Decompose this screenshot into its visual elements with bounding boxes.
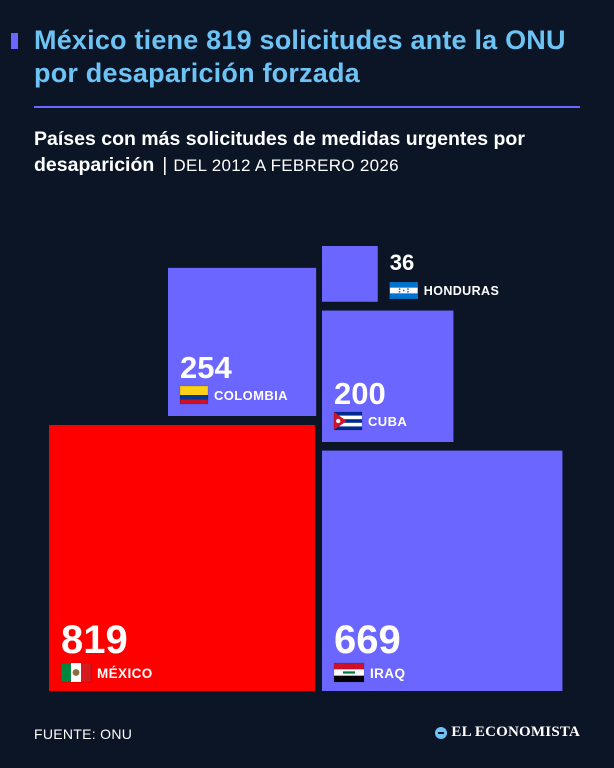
chart-title: México tiene 819 solicitudes ante la ONU… <box>34 25 566 88</box>
value-label-cuba: 200 <box>334 376 386 411</box>
chart-subtitle: Países con más solicitudes de medidas ur… <box>34 126 594 179</box>
country-label-mexico: MÉXICO <box>97 666 153 681</box>
value-label-honduras: 36 <box>390 250 414 275</box>
square-fill-mexico <box>49 425 315 691</box>
country-label-honduras: HONDURAS <box>424 284 499 298</box>
square-honduras: 36 HONDURAS <box>322 246 499 302</box>
brand-logo: EL ECONOMISTA <box>435 724 580 741</box>
value-label-colombia: 254 <box>180 350 232 385</box>
honduras-flag-icon <box>389 281 419 300</box>
value-label-mexico: 819 <box>61 618 128 662</box>
brand-icon <box>435 726 448 739</box>
country-label-iraq: IRAQ <box>370 666 405 681</box>
value-label-iraq: 669 <box>334 618 401 662</box>
mexico-flag-icon <box>60 662 92 683</box>
square-iraq: 669 IRAQ <box>322 450 563 691</box>
subtitle-separator: | <box>162 154 168 176</box>
country-label-colombia: COLOMBIA <box>214 388 288 403</box>
accent-bar <box>11 33 18 49</box>
brand-name: EL ECONOMISTA <box>451 724 580 740</box>
square-colombia: 254 COLOMBIA <box>168 267 317 416</box>
square-fill-honduras <box>322 246 378 302</box>
date-range: DEL 2012 A FEBRERO 2026 <box>173 156 399 175</box>
square-cuba: 200 CUBA <box>322 310 454 442</box>
subtitle-text: Países con más solicitudes de medidas ur… <box>34 128 525 176</box>
square-fill-iraq <box>322 450 563 691</box>
colombia-flag-icon <box>179 385 209 405</box>
iraq-flag-icon <box>333 662 365 683</box>
country-label-cuba: CUBA <box>368 414 407 429</box>
cuba-flag-icon <box>333 411 363 431</box>
title-divider <box>34 106 580 108</box>
source-note: FUENTE: ONU <box>34 726 133 742</box>
square-mexico: 819 MÉXICO <box>49 425 315 691</box>
